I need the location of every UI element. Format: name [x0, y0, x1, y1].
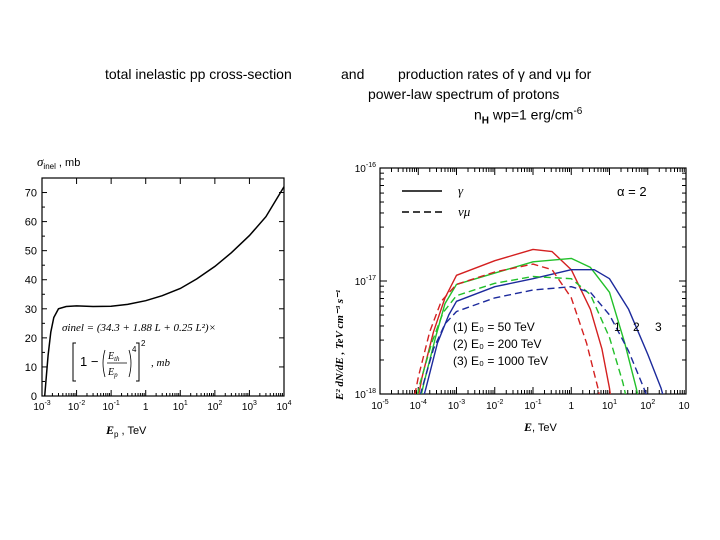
y-tick-label: 10: [25, 362, 37, 374]
x-tick-label: 10-3: [33, 400, 50, 413]
x2-tick-label: 103: [678, 399, 690, 412]
y-label-sigma: σ: [37, 154, 44, 169]
x-ticks: 10-3 10-2 10-1 1 101 102 103 104: [33, 178, 292, 413]
x2-tick-label: 101: [602, 399, 617, 412]
x-axis-label-2: E, TeV: [523, 420, 558, 434]
x-tick-label: 10-2: [68, 400, 85, 413]
x2-label-unit: , TeV: [532, 422, 558, 434]
y2-tick-label: 10-16: [355, 162, 376, 175]
y-tick-label: 60: [25, 217, 37, 229]
x-label-e: E: [105, 423, 114, 437]
curve-label-3: 3: [655, 320, 662, 334]
x2-tick-label: 1: [568, 401, 574, 412]
y-ticks: 0 10 20 30 40 50 60 70: [25, 188, 284, 403]
frac-num: Eth: [107, 351, 120, 363]
x-tick-label: 102: [207, 400, 222, 413]
formula-bracket-right: [136, 342, 140, 382]
y-tick-label: 70: [25, 188, 37, 200]
gamma-curve-blue: [423, 269, 664, 394]
caption-n: n: [474, 106, 482, 123]
sigma-curve: [43, 186, 285, 397]
legend-e3: (3) E₀ = 1000 TeV: [453, 354, 548, 368]
y-ticks-2: 10-18 10-17 10-16: [355, 162, 686, 401]
formula-paren-left: [102, 349, 106, 378]
formula-power-inner: 4: [132, 345, 137, 354]
caption-exp: -6: [573, 106, 583, 117]
x-tick-label: 104: [276, 400, 291, 413]
formula-line1: σinel = (34.3 + 1.88 L + 0.25 L²)×: [62, 322, 216, 334]
legend-e1: (1) E₀ = 50 TeV: [453, 320, 535, 334]
caption-sub-h: H: [481, 115, 490, 127]
x2-tick-label: 10-4: [410, 399, 427, 412]
frac-num-sub: th: [114, 355, 120, 363]
formula-unit: , mb: [151, 357, 170, 369]
caption-right-line3: nH wp=1 erg/cm-6: [474, 106, 582, 126]
nu-curve-red: [414, 263, 600, 394]
y-tick-label: 40: [25, 275, 37, 287]
nu-curve-blue: [419, 286, 647, 394]
frac-den: Ep: [107, 367, 118, 379]
x2-tick-label: 10-5: [371, 399, 388, 412]
y-axis-label: σinel , mb: [37, 154, 80, 171]
nu-curve-green: [416, 275, 627, 394]
x-tick-label: 103: [242, 400, 257, 413]
legend-e2: (2) E₀ = 200 TeV: [453, 337, 541, 351]
y-label-sub: inel: [43, 162, 56, 171]
gamma-curve-red: [418, 248, 611, 394]
caption-right-line1: production rates of γ and νμ for: [398, 66, 592, 82]
x2-label-e: E: [523, 420, 532, 434]
plot-frame: [41, 177, 285, 397]
y2-tick-label: 10-17: [355, 275, 376, 288]
x-ticks-2: 10-5 10-4 10-3 10-2 10-1 1 101 102 103: [371, 168, 690, 412]
curve-label-1: 1: [614, 320, 621, 334]
caption-left: total inelastic pp cross-section: [105, 66, 292, 82]
x2-tick-label: 10-2: [486, 399, 503, 412]
production-rates-chart: E² dN/dE , TeV cm⁻³ s⁻¹ 10-1810-1710-16 …: [334, 162, 690, 434]
legend-nu: νμ: [458, 204, 471, 219]
formula-annotation: σinel = (34.3 + 1.88 L + 0.25 L²)× 1 − E…: [62, 322, 216, 382]
x-tick-label: 1: [143, 402, 149, 413]
y-tick-label: 20: [25, 333, 37, 345]
frac-den-sub: p: [113, 371, 118, 379]
formula-paren-right: [128, 349, 132, 378]
y-tick-label: 50: [25, 246, 37, 258]
x-tick-label: 101: [173, 400, 188, 413]
formula-power-outer: 2: [141, 339, 146, 348]
x-axis-label: Ep , TeV: [105, 423, 147, 439]
series-group: [414, 248, 664, 394]
x2-tick-label: 10-1: [524, 399, 541, 412]
x-tick-label: 10-1: [102, 400, 119, 413]
x-label-sub: p: [114, 430, 119, 439]
x2-tick-label: 102: [640, 399, 655, 412]
legend-alpha: α = 2: [617, 184, 647, 199]
y-tick-label: 0: [31, 391, 37, 403]
curve-label-2: 2: [633, 320, 640, 334]
formula-bracket-left: [72, 342, 76, 382]
y-label-unit: , mb: [56, 157, 80, 169]
y-tick-label: 30: [25, 304, 37, 316]
y2-tick-label: 10-18: [355, 388, 376, 401]
legend-gamma: γ: [458, 183, 464, 198]
x-label-unit: , TeV: [118, 425, 147, 437]
legend: γ νμ α = 2 (1) E₀ = 50 TeV (2) E₀ = 200 …: [402, 183, 662, 368]
x2-tick-label: 10-3: [448, 399, 465, 412]
formula-one-minus: 1 −: [80, 354, 98, 369]
y-axis-label-2: E² dN/dE , TeV cm⁻³ s⁻¹: [334, 290, 346, 401]
caption-and: and: [341, 66, 365, 82]
caption-wp: wp=1 erg/cm: [489, 106, 574, 123]
caption-right-line2: power-law spectrum of protons: [368, 86, 560, 102]
